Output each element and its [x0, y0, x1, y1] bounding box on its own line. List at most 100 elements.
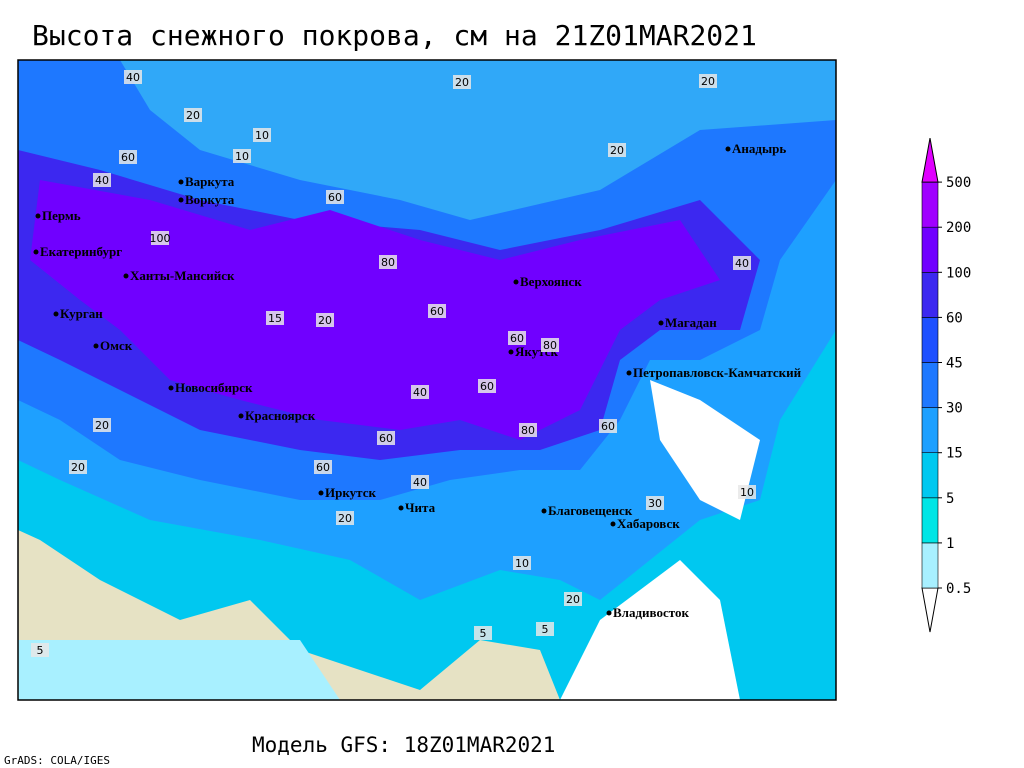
- city-dot: [541, 508, 547, 514]
- contour-label-box: [474, 626, 492, 640]
- city-dot: [508, 349, 514, 355]
- contour-label: 5: [37, 644, 44, 657]
- contour-label: 60: [601, 420, 615, 433]
- contour-label: 5: [480, 627, 487, 640]
- contour-label: 40: [413, 386, 427, 399]
- contour-label: 20: [701, 75, 715, 88]
- city-dot: [606, 610, 612, 616]
- contour-label: 60: [379, 432, 393, 445]
- contour-label-box: [266, 311, 284, 325]
- colorbar-triangle-bottom: [921, 587, 939, 633]
- contour-label: 80: [543, 339, 557, 352]
- contour-label-box: [564, 592, 582, 606]
- map-frame: [17, 59, 837, 701]
- contour-label-box: [379, 255, 397, 269]
- colorbar-label: 500: [946, 175, 971, 191]
- model-label: Модель GFS: 18Z01MAR2021: [252, 733, 555, 757]
- city-dot: [626, 370, 632, 376]
- city-dot: [610, 521, 616, 527]
- city-label: Варкута: [185, 174, 235, 189]
- city-label: Омск: [100, 338, 133, 353]
- sea: [120, 60, 836, 220]
- contour-label: 30: [648, 497, 662, 510]
- colorbar-segment: [921, 181, 939, 228]
- colorbar-segment: [921, 497, 939, 544]
- city-dot: [33, 249, 39, 255]
- contour-label: 15: [268, 312, 282, 325]
- credit: GrADS: COLA/IGES: [4, 754, 110, 767]
- contour-label-box: [69, 460, 87, 474]
- city-dot: [318, 490, 324, 496]
- contour-label-box: [699, 74, 717, 88]
- colorbar-label: 15: [946, 446, 963, 462]
- contour-label-box: [428, 304, 446, 318]
- contour-label: 100: [150, 232, 171, 245]
- city-label: Новосибирск: [175, 380, 253, 395]
- colorbar-segment: [921, 317, 939, 363]
- contour-label-box: [326, 190, 344, 204]
- city-dot: [35, 213, 41, 219]
- contour-label: 20: [95, 419, 109, 432]
- colorbar-segment: [921, 362, 939, 408]
- city-dot: [238, 413, 244, 419]
- colorbar-label: 30: [946, 401, 963, 417]
- colorbar-label: 60: [946, 310, 963, 326]
- contour-label: 20: [186, 109, 200, 122]
- city-label: Курган: [60, 306, 103, 321]
- contour-label-box: [738, 485, 756, 499]
- contour-label: 80: [521, 424, 535, 437]
- colorbar-segment: [921, 407, 939, 454]
- colorbar-segment: [921, 271, 939, 318]
- city-label: Хабаровск: [617, 516, 680, 531]
- contour-label-box: [336, 511, 354, 525]
- city-label: Верхоянск: [520, 274, 582, 289]
- contour-label: 20: [455, 76, 469, 89]
- contour-label-box: [93, 418, 111, 432]
- contour-label: 10: [515, 557, 529, 570]
- contour-label-box: [536, 622, 554, 636]
- city-dot: [178, 179, 184, 185]
- contour-label: 20: [610, 144, 624, 157]
- colorbar-segment: [921, 452, 939, 499]
- contour-label-box: [519, 423, 537, 437]
- contour-label-box: [314, 460, 332, 474]
- contour-label: 5: [542, 623, 549, 636]
- no-snow: [650, 380, 760, 520]
- contour-label: 60: [510, 332, 524, 345]
- city-dot: [725, 146, 731, 152]
- contour-label: 20: [318, 314, 332, 327]
- colorbar-label: 5: [946, 491, 954, 507]
- contour-label: 40: [126, 71, 140, 84]
- city-label: Чита: [405, 500, 436, 515]
- contour-label-box: [541, 338, 559, 352]
- city-label: Иркутск: [325, 485, 376, 500]
- contour-label-box: [31, 643, 49, 657]
- city-label: Владивосток: [613, 605, 689, 620]
- contour-label-box: [184, 108, 202, 122]
- city-label: Ханты-Мансийск: [130, 268, 235, 283]
- contour-label: 10: [235, 150, 249, 163]
- contour-label-box: [316, 313, 334, 327]
- contour-label: 60: [480, 380, 494, 393]
- contour-label-box: [608, 143, 626, 157]
- contour-label: 40: [413, 476, 427, 489]
- city-dot: [123, 273, 129, 279]
- contour-label: 60: [316, 461, 330, 474]
- contour-label: 20: [338, 512, 352, 525]
- contour-label-box: [733, 256, 751, 270]
- contour-label: 10: [740, 486, 754, 499]
- city-dot: [93, 343, 99, 349]
- city-label: Петропавловск-Камчатский: [633, 365, 802, 380]
- city-label: Воркута: [185, 192, 235, 207]
- city-dot: [178, 197, 184, 203]
- city-label: Пермь: [42, 208, 81, 223]
- contour-label: 60: [121, 151, 135, 164]
- city-label: Красноярск: [245, 408, 316, 423]
- sea-japan: [560, 560, 740, 700]
- contour-label-box: [233, 149, 251, 163]
- city-label: Магадан: [665, 315, 717, 330]
- map: [18, 60, 836, 700]
- title: Высота снежного покрова, см на 21Z01MAR2…: [32, 19, 757, 52]
